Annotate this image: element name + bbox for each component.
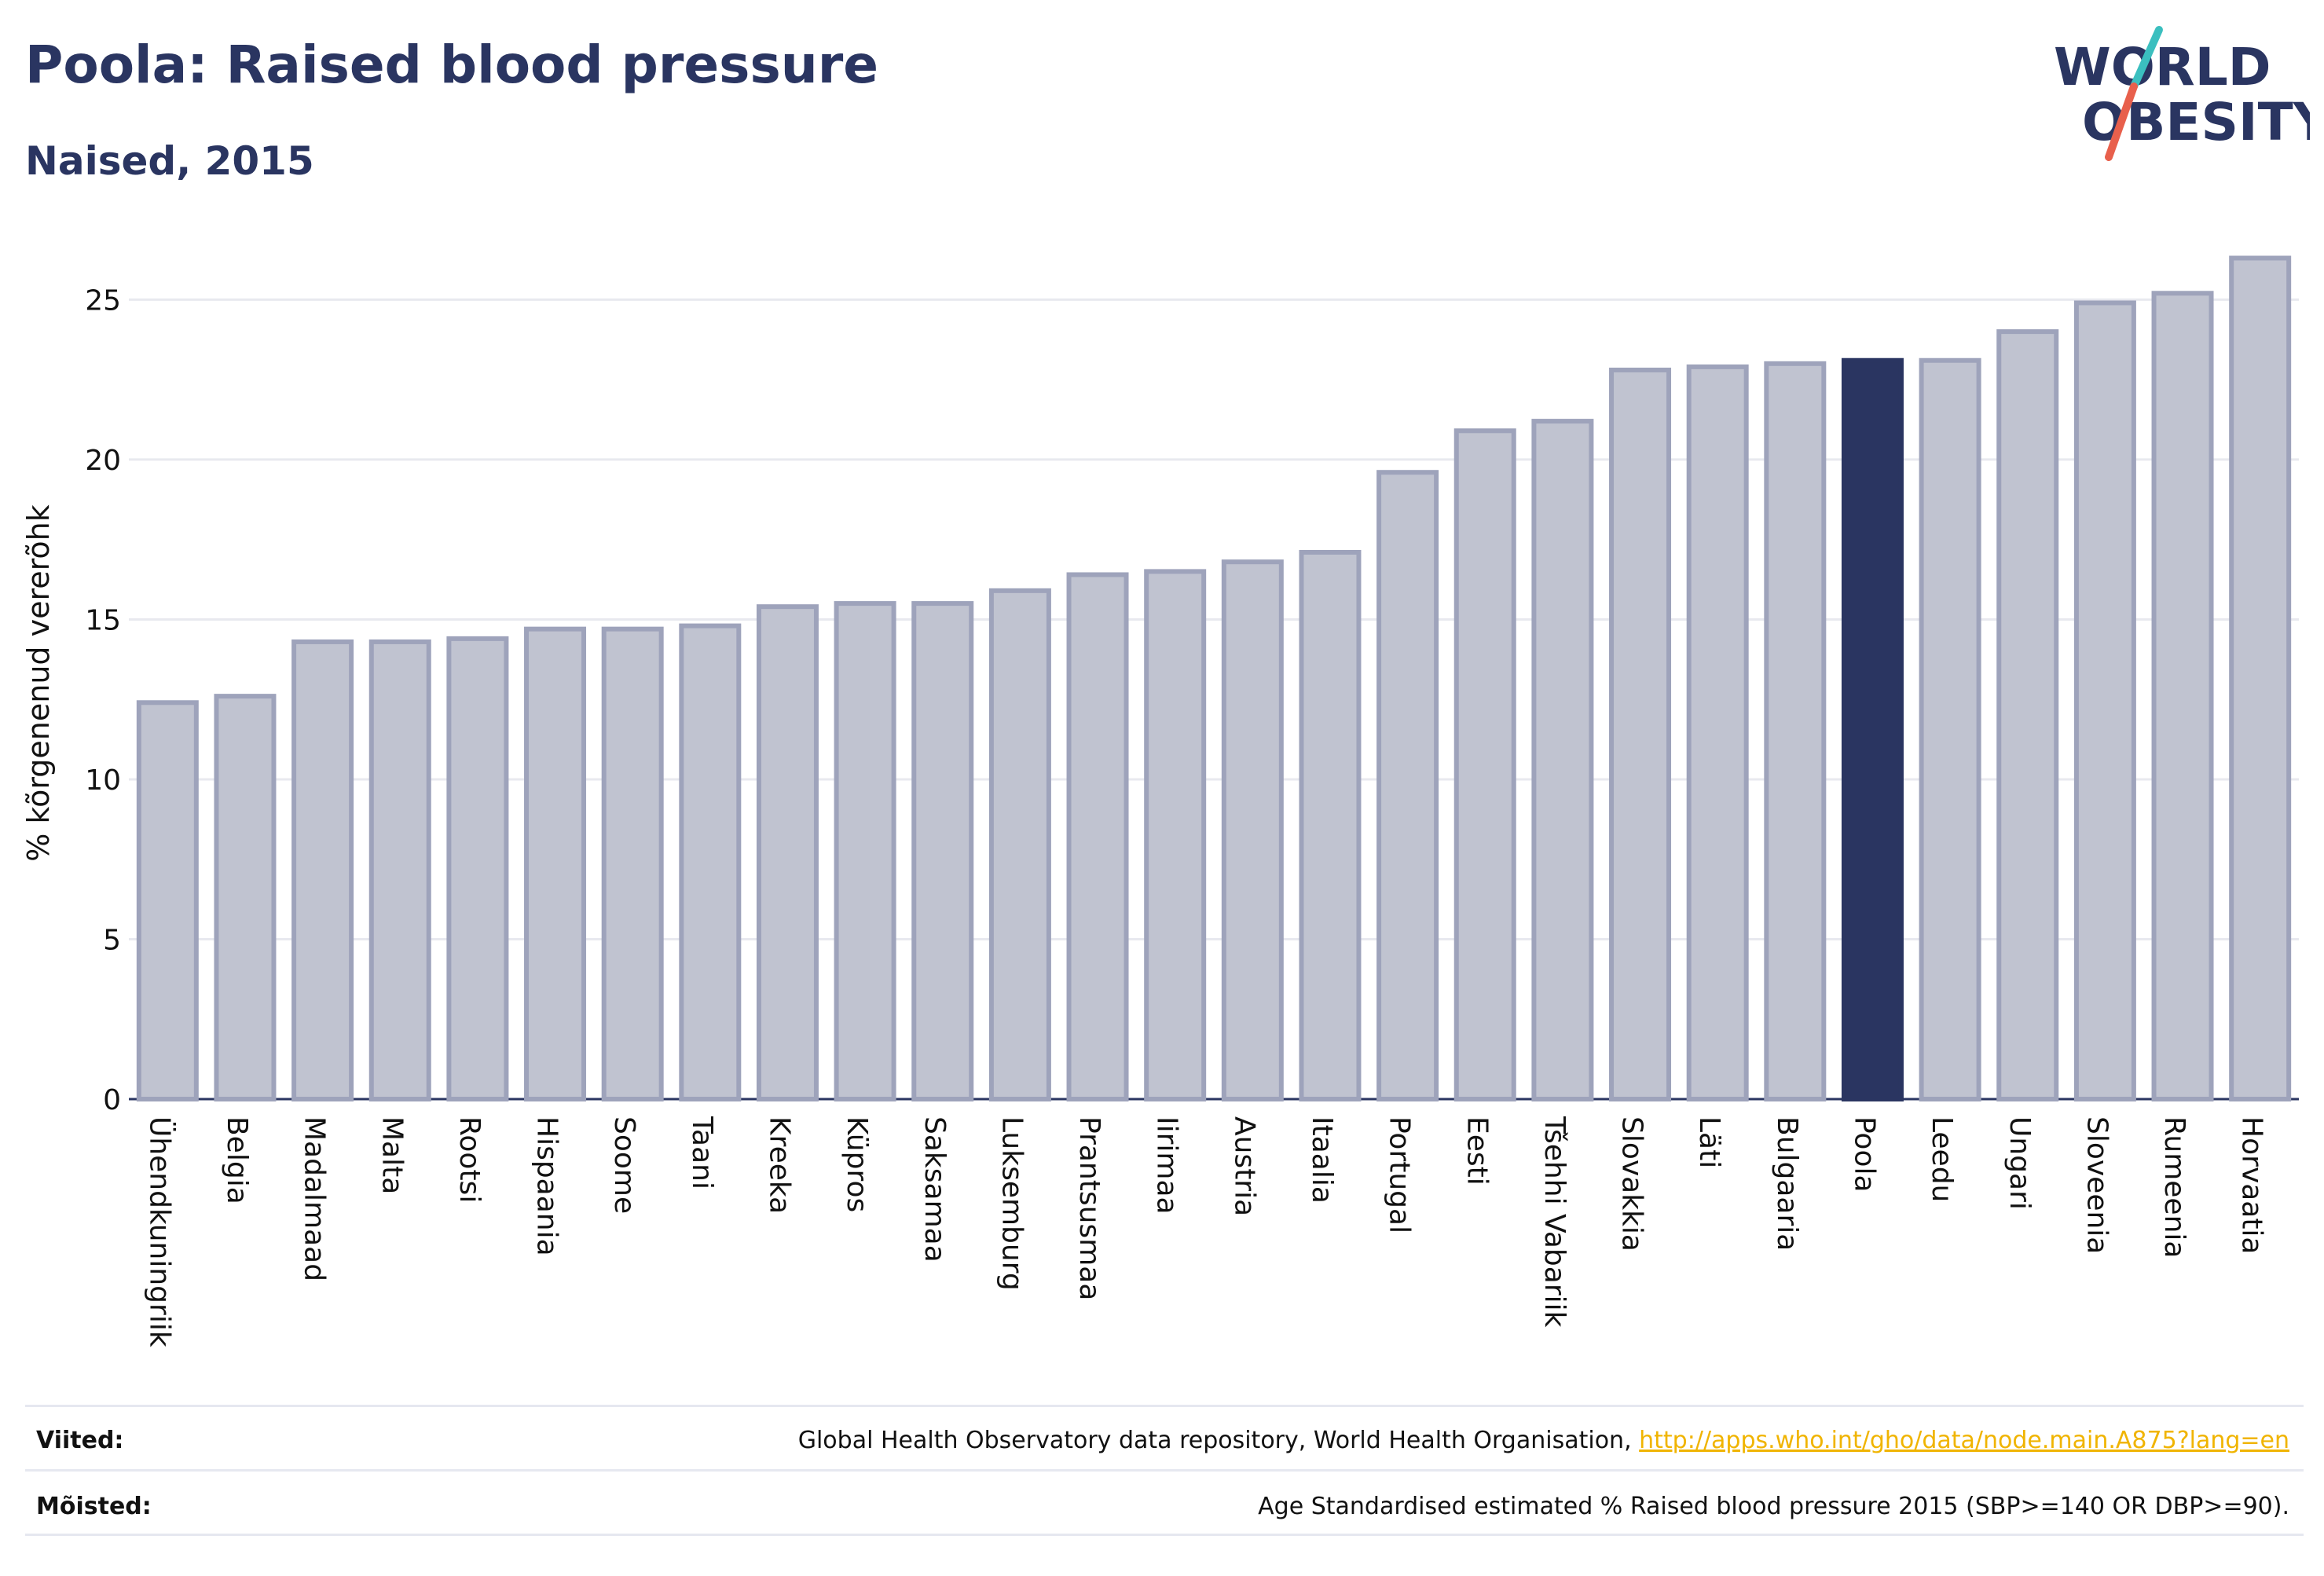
y-tick-label: 10 [85,764,121,797]
bar-läti [1686,364,1749,1101]
x-tick-label: Malta [376,1116,408,1194]
x-tick-label: Saksamaa [918,1116,951,1263]
sources-text: Global Health Observatory data repositor… [798,1427,2289,1454]
bar-tšehhi-vabariik [1531,419,1594,1101]
x-tick-label: Küpros [841,1116,873,1212]
x-tick-label: Luksemburg [995,1116,1028,1291]
x-tick-label: Slovakkia [1616,1116,1648,1252]
bar-iirimaa [1144,569,1207,1101]
bars [136,255,2292,1102]
bar-taani [679,623,742,1101]
x-tick-label: Ungari [2003,1116,2036,1210]
x-tick-label: Bulgaaria [1771,1116,1803,1251]
footer-divider-middle [25,1469,2304,1472]
sources-link[interactable]: http://apps.who.int/gho/data/node.main.A… [1639,1427,2289,1454]
chart-title: Poola: Raised blood pressure [25,35,879,95]
bar-belgia [214,694,277,1101]
bar-sloveenia [2073,300,2136,1101]
bar-bulgaaria [1764,361,1827,1101]
y-tick-label: 20 [85,445,121,477]
y-tick-label: 25 [85,284,121,317]
x-tick-label: Belgia [221,1116,253,1204]
y-axis-label: % kõrgenenud vererõhk [21,504,56,862]
bar-rumeenia [2151,291,2214,1101]
bar-leedu [1919,357,1981,1101]
x-tick-label: Soome [608,1116,640,1214]
y-tick-label: 15 [85,604,121,636]
footer-divider-bottom [25,1534,2304,1536]
x-tick-label: Madalmaad [299,1116,331,1281]
bar-malta [368,639,431,1101]
logo-line-1: WORLD [2054,37,2271,97]
x-tick-label: Sloveenia [2080,1116,2113,1254]
x-tick-label: Rootsi [453,1116,486,1203]
x-tick-label: Portugal [1384,1116,1416,1233]
bar-soome [601,626,664,1101]
bar-slovakkia [1609,367,1672,1101]
y-tick-label: 0 [103,1084,121,1116]
footer-divider-top [25,1405,2304,1407]
bar-itaalia [1299,549,1362,1101]
x-tick-label: Rumeenia [2158,1116,2190,1258]
bar-chart: 0 5 10 15 20 25 Ühendkuningriik Belgia Madalmaa… [21,255,2299,1347]
x-tick-label: Prantsusmaa [1073,1116,1105,1300]
bar-hispaania [524,626,587,1101]
definitions-label: Mõisted: [36,1493,152,1520]
bar-austria [1221,559,1284,1101]
definitions-text: Age Standardised estimated % Raised bloo… [1258,1493,2289,1520]
bar-portugal [1376,470,1439,1101]
x-tick-label: Austria [1228,1116,1260,1216]
bar-saksamaa [911,601,974,1101]
x-tick-label: Leedu [1926,1116,1958,1202]
bar-madalmaad [291,639,354,1101]
bar-eesti [1453,428,1516,1101]
x-tick-label: Itaalia [1306,1116,1338,1204]
x-tick-label: Läti [1693,1116,1725,1168]
x-tick-label: Iirimaa [1151,1116,1183,1215]
bar-rootsi [446,636,509,1101]
sources-citation: Global Health Observatory data repositor… [797,1427,1640,1454]
bar-ühendkuningriik [136,700,199,1101]
sources-label: Viited: [36,1427,124,1454]
x-tick-label: Kreeka [763,1116,795,1214]
x-tick-label: Hispaania [531,1116,563,1256]
chart-subtitle: Naised, 2015 [25,138,314,184]
bar-horvaatia [2229,255,2292,1102]
x-axis-labels: Ühendkuningriik Belgia Madalmaad Malta Roots… [143,1116,2267,1347]
bar-prantsusmaa [1066,572,1129,1101]
x-tick-label: Eesti [1461,1116,1493,1186]
bar-küpros [834,601,896,1101]
bar-kreeka [756,604,819,1101]
x-tick-label: Horvaatia [2236,1116,2268,1255]
logo-slash-top [2130,26,2163,90]
x-tick-label: Tšehhi Vabariik [1538,1116,1571,1328]
bar-poola [1841,357,1904,1101]
logo-slash-bottom [2105,82,2138,161]
world-obesity-logo: WORLD OBESITY [2054,26,2310,161]
bar-ungari [1996,329,2059,1102]
bar-luksemburg [988,588,1051,1101]
x-tick-label: Taani [686,1116,718,1189]
x-tick-label: Ühendkuningriik [143,1116,176,1347]
x-tick-label: Poola [1848,1116,1880,1193]
y-tick-label: 5 [103,924,121,956]
